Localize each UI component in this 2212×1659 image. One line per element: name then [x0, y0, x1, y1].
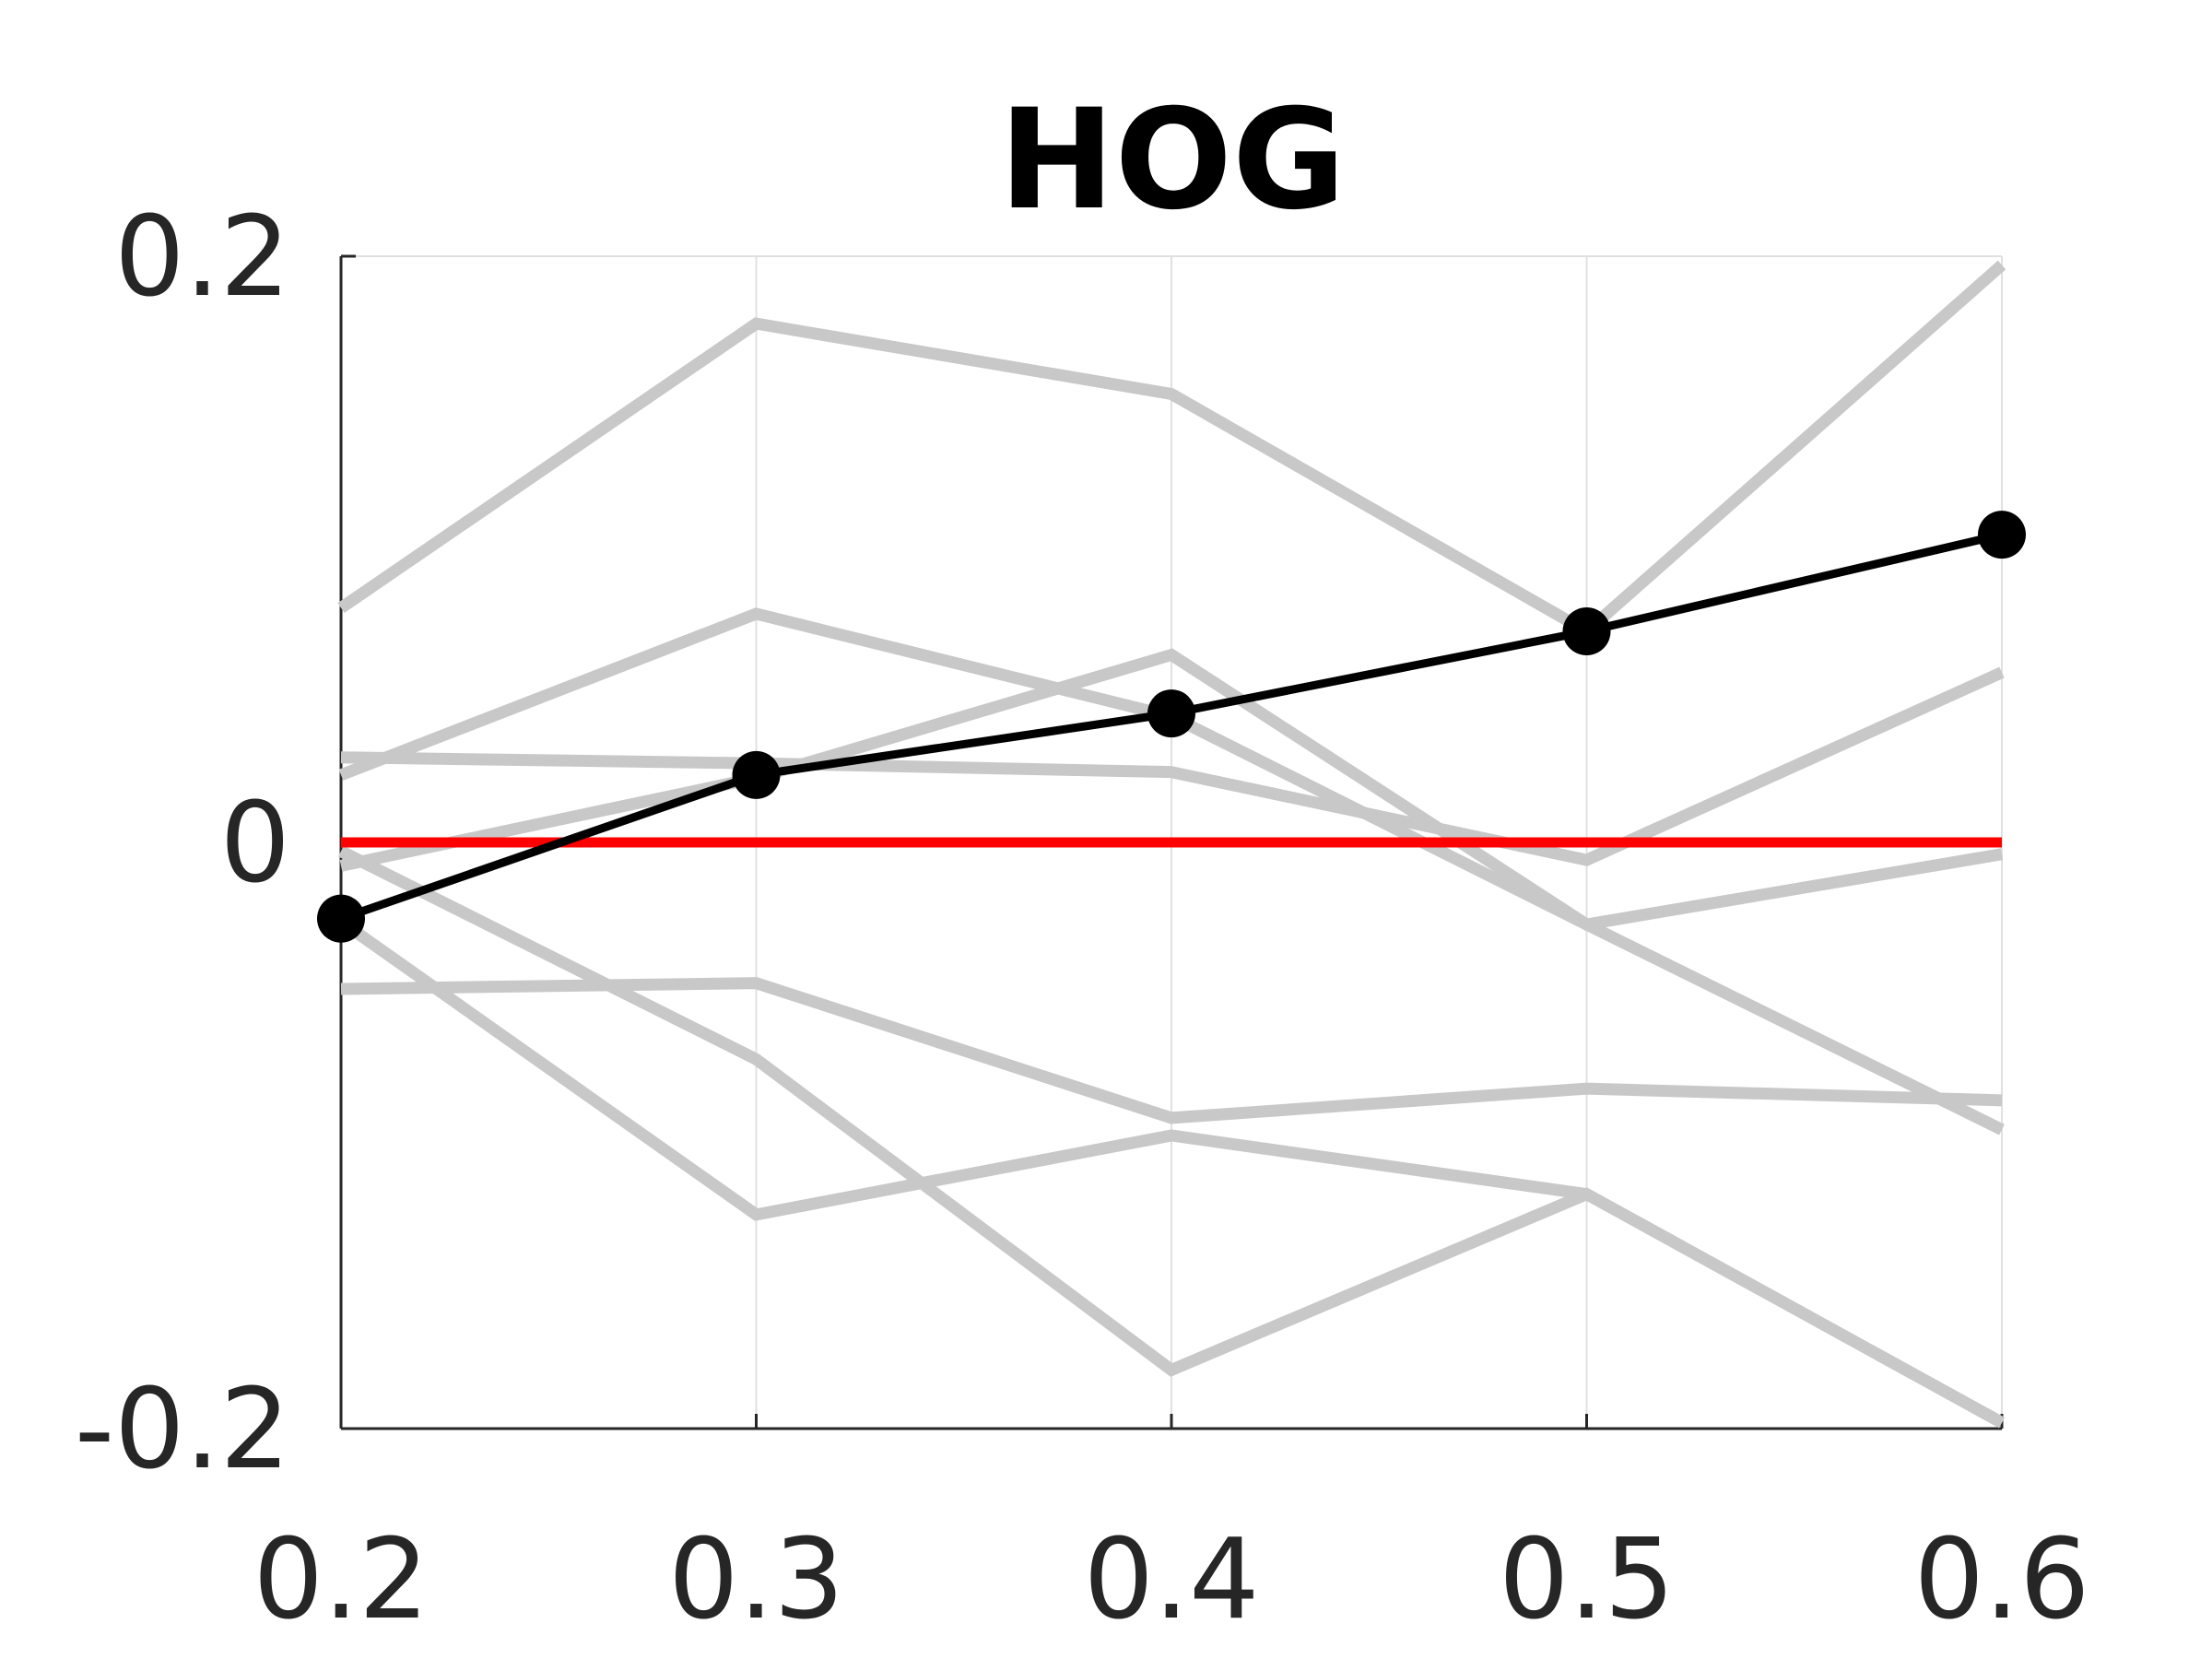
main-series-point-1 — [732, 750, 781, 799]
background-series-line-3 — [340, 666, 2005, 866]
y-tick-labels: -0.2 0 0.2 — [75, 194, 290, 1494]
main-series-point-3 — [1562, 607, 1611, 656]
y-tick-label-1: 0 — [220, 780, 290, 908]
background-series-line-1 — [337, 260, 2006, 639]
main-series-point-2 — [1147, 689, 1195, 738]
x-tick-label-0: 0.2 — [253, 1516, 429, 1644]
main-series-group — [317, 511, 2026, 943]
x-tick-label-1: 0.3 — [668, 1516, 844, 1644]
chart-title: HOG — [999, 80, 1346, 241]
main-series-point-0 — [317, 894, 365, 943]
x-tick-label-4: 0.6 — [1914, 1516, 2090, 1644]
y-tick-label-0: -0.2 — [75, 1366, 290, 1494]
x-tick-label-3: 0.5 — [1499, 1516, 1675, 1644]
main-series-point-4 — [1978, 511, 2026, 559]
x-tick-label-2: 0.4 — [1084, 1516, 1260, 1644]
background-series-line-7 — [338, 845, 2006, 1429]
background-series-line-4 — [339, 648, 2004, 931]
y-tick-label-2: 0.2 — [114, 194, 290, 322]
x-tick-labels: 0.2 0.3 0.4 0.5 0.6 — [253, 1516, 2090, 1644]
